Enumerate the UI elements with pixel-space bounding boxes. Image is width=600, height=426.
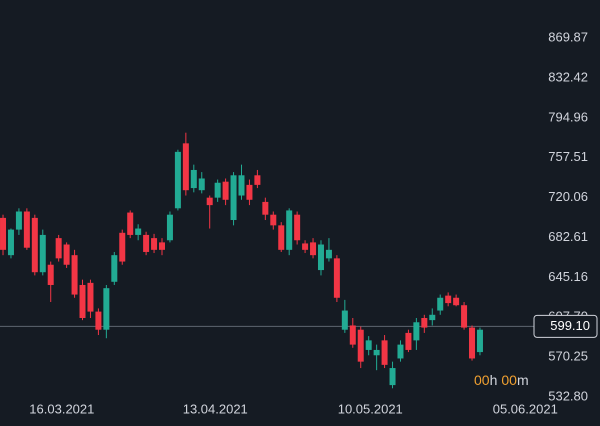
y-tick-label: 794.96 [548, 109, 588, 124]
y-tick-label: 720.06 [548, 189, 588, 204]
y-tick-label: 869.87 [548, 29, 588, 44]
candle-body [103, 288, 110, 330]
candle-body [270, 214, 277, 226]
candle-body [63, 244, 70, 265]
candle-body [238, 175, 245, 196]
candle-body [0, 217, 7, 250]
candle-body [246, 184, 253, 200]
candle-body [437, 297, 444, 311]
candle-body [135, 228, 142, 235]
countdown-minutes-unit: m [517, 372, 529, 388]
candle-body [47, 264, 54, 285]
candle-body [55, 238, 62, 259]
y-tick-label: 532.80 [548, 388, 588, 403]
candle-body [230, 175, 237, 221]
candle-body [198, 178, 205, 191]
candle-body [317, 244, 324, 271]
candle-body [278, 225, 285, 250]
candle-body [325, 249, 332, 259]
candle-body [119, 232, 126, 262]
candle-body [214, 182, 221, 198]
candle-body [182, 143, 189, 191]
candle-body [254, 175, 261, 185]
last-price-label: 599.10 [550, 318, 590, 333]
candle-body [111, 255, 118, 282]
candle-body [302, 243, 309, 250]
candle-body [445, 295, 452, 304]
countdown-hours-unit: h [490, 372, 498, 388]
countdown-hours: 00 [474, 372, 490, 388]
candle-body [476, 329, 483, 353]
x-tick-label: 05.06.2021 [493, 401, 558, 416]
candle-body [190, 169, 197, 189]
candle-body [365, 340, 372, 350]
candle-body [294, 214, 301, 241]
candle-body [127, 212, 134, 235]
candle-body [469, 327, 476, 359]
candle-body [373, 349, 380, 356]
candle-body [429, 314, 436, 321]
candle-body [159, 242, 166, 250]
y-tick-label: 832.42 [548, 69, 588, 84]
candle-body [349, 325, 356, 345]
candle-body [222, 181, 229, 200]
candle-body [397, 344, 404, 359]
candle-body [15, 211, 22, 230]
candle-body [143, 234, 150, 252]
candle-body [405, 332, 412, 350]
candle-body [262, 201, 269, 215]
countdown-minutes: 00 [501, 372, 517, 388]
candle-body [95, 311, 102, 330]
candle-body [341, 310, 348, 330]
y-tick-label: 757.51 [548, 149, 588, 164]
candle-body [461, 305, 468, 328]
candle-body [286, 210, 293, 250]
candle-body [79, 284, 86, 318]
candle-body [310, 242, 317, 256]
x-tick-label: 10.05.2021 [338, 401, 403, 416]
x-tick-label: 13.04.2021 [183, 401, 248, 416]
candle-body [151, 238, 158, 250]
candle-body [381, 340, 388, 365]
last-price-box [533, 314, 598, 338]
candle-body [87, 282, 94, 312]
candle-body [31, 217, 38, 273]
candle-body [453, 297, 460, 306]
candle-body [166, 214, 173, 241]
countdown: 00h 00m [474, 372, 529, 388]
candle-body [23, 211, 30, 248]
y-tick-label: 645.16 [548, 269, 588, 284]
candle-body [357, 329, 364, 362]
y-tick-label: 682.61 [548, 229, 588, 244]
candle-body [389, 368, 396, 386]
candle-body [7, 229, 14, 256]
x-tick-label: 16.03.2021 [29, 401, 94, 416]
y-tick-label: 570.25 [548, 349, 588, 364]
candle-body [206, 197, 213, 206]
candle-body [174, 151, 181, 209]
candle-body [413, 322, 420, 341]
candle-body [333, 258, 340, 298]
candle-body [39, 234, 46, 273]
candle-body [71, 255, 78, 295]
candle-body [421, 317, 428, 328]
